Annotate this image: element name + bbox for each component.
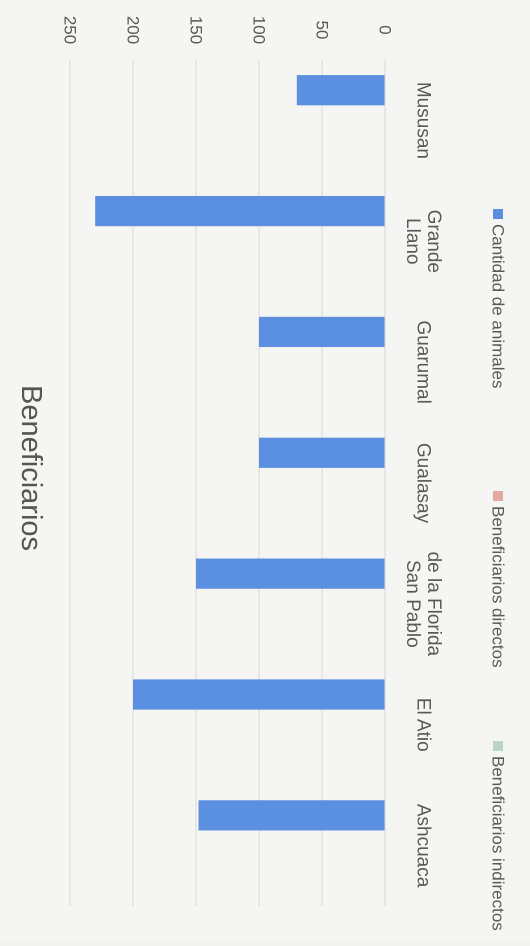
legend-label: Cantidad de animales [489,224,508,388]
legend-swatch [493,741,503,751]
bars [95,75,385,831]
y-tick-label: 0 [376,25,395,34]
x-axis-category-labels: Mususan LlanoGrande Guarumal Gualasay San Pa… [402,82,444,888]
category-label: El Atio [413,698,434,752]
y-tick-label: 200 [124,16,143,44]
y-axis-tick-labels: 0 50 100 150 200 250 [61,16,395,44]
legend-swatch [493,209,503,219]
bar-mususan [296,75,385,106]
y-tick-label: 250 [61,16,80,44]
y-tick-label: 100 [250,16,269,44]
y-tick-label: 50 [313,21,332,40]
bar-san-pablo-de-la-florida [196,558,385,589]
legend-label: Beneficiarios indirectos [489,756,508,931]
category-label: Guarumal [413,320,434,403]
bar-llano-grande [95,195,385,227]
y-tick-label: 150 [187,16,206,44]
bar-gualasay [259,437,385,468]
bar-ashcuaca [198,800,385,831]
category-label: San Pablode la Florida [402,552,444,657]
legend-swatch [493,491,503,501]
category-label: Mususan [413,82,434,159]
bar-guarumal [259,316,385,348]
legend: Cantidad de animales Beneficiarios direct… [489,209,508,931]
category-label: LlanoGrande [402,210,444,273]
bar-el-atio [133,679,385,710]
category-label: Ashcuaca [413,804,434,888]
chart-title: Beneficiarios [15,385,47,551]
legend-label: Beneficiarios directos [489,506,508,668]
category-label: Gualasay [413,443,434,524]
